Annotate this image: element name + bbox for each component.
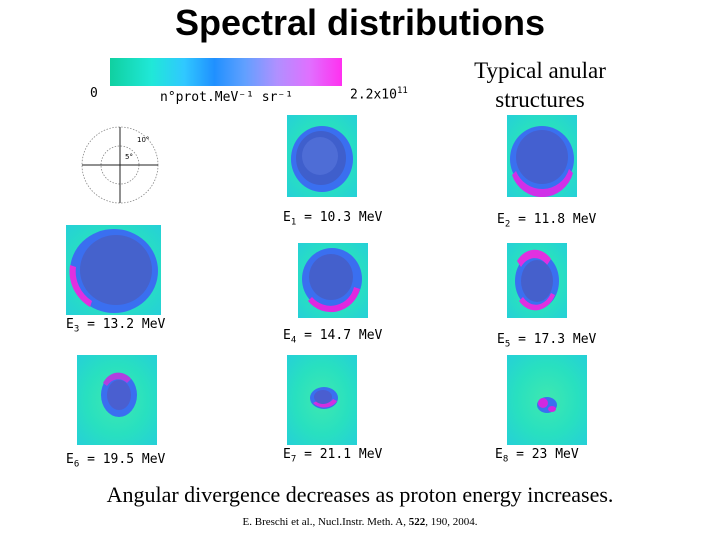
- citation: E. Breschi et al., Nucl.Instr. Meth. A, …: [242, 516, 478, 528]
- colorbar-unit-label: n°prot.MeV⁻¹ sr⁻¹: [160, 90, 294, 105]
- energy-label-e1: E1 = 10.3 MeV: [283, 210, 383, 228]
- energy-label-e5: E5 = 17.3 MeV: [497, 332, 597, 350]
- polar-grid-inset: [81, 126, 159, 204]
- colorbar: [110, 58, 342, 86]
- energy-label-e4: E4 = 14.7 MeV: [283, 328, 383, 346]
- page-title: Spectral distributions: [174, 2, 546, 43]
- spectral-panel-e1: [287, 115, 357, 197]
- spectral-panel-e2: [507, 115, 577, 197]
- annular-heading-line: Typical anular: [474, 58, 606, 83]
- polar-label-outer: 10°: [137, 136, 150, 144]
- annular-heading: Typical anular structures: [440, 56, 640, 114]
- spectral-panel-e3: [66, 225, 161, 315]
- colorbar-max-label: 2.2x1011: [350, 86, 408, 103]
- energy-label-e8: E8 = 23 MeV: [495, 447, 579, 465]
- energy-label-e7: E7 = 21.1 MeV: [283, 447, 383, 465]
- spectral-panel-e6: [77, 355, 157, 445]
- energy-label-e6: E6 = 19.5 MeV: [66, 452, 166, 470]
- annular-heading-line: structures: [495, 87, 585, 112]
- spectral-panel-e5: [507, 243, 567, 318]
- polar-label-inner: 5°: [125, 153, 133, 161]
- conclusion-text: Angular divergence decreases as proton e…: [106, 482, 614, 507]
- spectral-panel-e7: [287, 355, 357, 445]
- energy-label-e3: E3 = 13.2 MeV: [66, 317, 166, 335]
- colorbar-min-label: 0: [90, 86, 98, 101]
- energy-label-e2: E2 = 11.8 MeV: [497, 212, 597, 230]
- spectral-panel-e4: [298, 243, 368, 318]
- spectral-panel-e8: [507, 355, 587, 445]
